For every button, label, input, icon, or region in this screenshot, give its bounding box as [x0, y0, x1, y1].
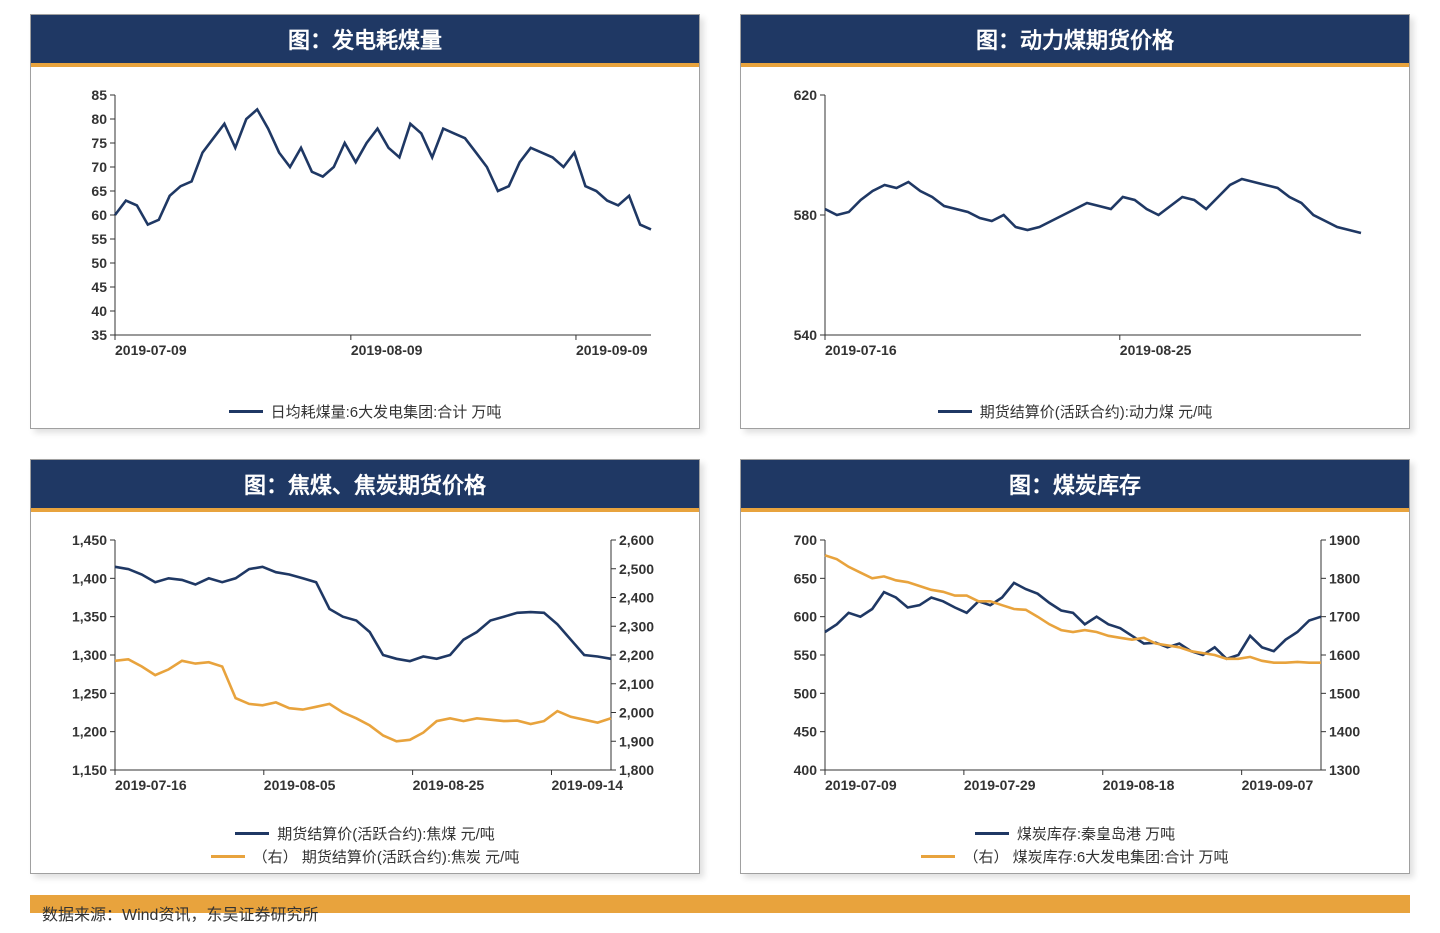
panel-tl-title: 图：发电耗煤量 — [31, 15, 699, 67]
svg-text:45: 45 — [91, 279, 107, 295]
legend-tr: 期货结算价(活跃合约):动力煤 元/吨 — [741, 399, 1409, 428]
chart-bl-wrap: 1,150 1,200 1,250 1,300 1,350 1,400 1,450 1,800… — [31, 512, 699, 821]
svg-text:540: 540 — [794, 327, 818, 343]
svg-text:70: 70 — [91, 159, 107, 175]
svg-text:2,300: 2,300 — [619, 618, 654, 634]
svg-text:2019-07-09: 2019-07-09 — [115, 342, 187, 358]
svg-text:2019-08-09: 2019-08-09 — [351, 342, 423, 358]
panel-br: 图：煤炭库存 400 450 500 550 600 650 700 1300 1400 1500… — [740, 459, 1410, 874]
panel-tr-title: 图：动力煤期货价格 — [741, 15, 1409, 67]
svg-text:80: 80 — [91, 111, 107, 127]
svg-text:40: 40 — [91, 303, 107, 319]
svg-text:580: 580 — [794, 207, 818, 223]
svg-text:650: 650 — [794, 570, 818, 586]
svg-text:700: 700 — [794, 532, 818, 548]
svg-text:65: 65 — [91, 183, 107, 199]
svg-text:2019-07-16: 2019-07-16 — [825, 342, 897, 358]
legend-item: （右） 期货结算价(活跃合约):焦炭 元/吨 — [31, 846, 699, 867]
chart-bl: 1,150 1,200 1,250 1,300 1,350 1,400 1,450 1,800… — [51, 530, 671, 800]
chart-grid: 图：发电耗煤量 35 40 45 50 55 60 65 70 75 80 85 2019-07-09… — [30, 14, 1410, 874]
svg-text:400: 400 — [794, 762, 818, 778]
legend-label: 期货结算价(活跃合约):动力煤 元/吨 — [980, 401, 1213, 422]
legend-tl: 日均耗煤量:6大发电集团:合计 万吨 — [31, 399, 699, 428]
svg-text:1,200: 1,200 — [72, 724, 107, 740]
legend-item: （右） 煤炭库存:6大发电集团:合计 万吨 — [741, 846, 1409, 867]
chart-br-wrap: 400 450 500 550 600 650 700 1300 1400 1500 1600 170… — [741, 512, 1409, 821]
panel-bl: 图：焦煤、焦炭期货价格 1,150 1,200 1,250 1,300 1,350 1,4… — [30, 459, 700, 874]
svg-text:1,300: 1,300 — [72, 647, 107, 663]
svg-text:2019-08-25: 2019-08-25 — [1120, 342, 1192, 358]
svg-text:2,600: 2,600 — [619, 532, 654, 548]
legend-swatch — [235, 832, 269, 835]
svg-text:2019-08-18: 2019-08-18 — [1103, 777, 1175, 793]
svg-text:75: 75 — [91, 135, 107, 151]
svg-text:1,250: 1,250 — [72, 685, 107, 701]
svg-text:1900: 1900 — [1329, 532, 1360, 548]
svg-text:1700: 1700 — [1329, 609, 1360, 625]
chart-tl-wrap: 35 40 45 50 55 60 65 70 75 80 85 2019-07-09 2019-08-… — [31, 67, 699, 399]
svg-text:620: 620 — [794, 87, 818, 103]
svg-text:600: 600 — [794, 609, 818, 625]
legend-swatch — [211, 855, 245, 858]
svg-text:2019-09-07: 2019-09-07 — [1242, 777, 1314, 793]
svg-text:1500: 1500 — [1329, 685, 1360, 701]
chart-tr-wrap: 540 580 620 2019-07-16 2019-08-25 — [741, 67, 1409, 399]
legend-label: 日均耗煤量:6大发电集团:合计 万吨 — [271, 401, 502, 422]
chart-br: 400 450 500 550 600 650 700 1300 1400 1500 1600 170… — [761, 530, 1381, 800]
svg-text:1300: 1300 — [1329, 762, 1360, 778]
panel-tr: 图：动力煤期货价格 5405806202019-07-162019-08-25 … — [740, 14, 1410, 429]
legend-label: 期货结算价(活跃合约):焦煤 元/吨 — [277, 823, 495, 844]
svg-text:2019-09-14: 2019-09-14 — [551, 777, 623, 793]
footer: 数据来源：Wind资讯，东吴证券研究所 — [30, 895, 1410, 925]
svg-text:1,900: 1,900 — [619, 733, 654, 749]
svg-text:2,000: 2,000 — [619, 705, 654, 721]
svg-text:60: 60 — [91, 207, 107, 223]
legend-label: （右） 煤炭库存:6大发电集团:合计 万吨 — [963, 846, 1228, 867]
svg-text:85: 85 — [91, 87, 107, 103]
svg-text:2019-07-29: 2019-07-29 — [964, 777, 1036, 793]
svg-text:550: 550 — [794, 647, 818, 663]
svg-text:500: 500 — [794, 685, 818, 701]
legend-swatch — [229, 410, 263, 413]
legend-label: （右） 期货结算价(活跃合约):焦炭 元/吨 — [253, 846, 520, 867]
svg-text:1,350: 1,350 — [72, 609, 107, 625]
legend-br: 煤炭库存:秦皇岛港 万吨 （右） 煤炭库存:6大发电集团:合计 万吨 — [741, 821, 1409, 873]
legend-bl: 期货结算价(活跃合约):焦煤 元/吨 （右） 期货结算价(活跃合约):焦炭 元/… — [31, 821, 699, 873]
chart-tl: 35 40 45 50 55 60 65 70 75 80 85 2019-07-09 2019-08-… — [51, 85, 671, 365]
svg-text:1800: 1800 — [1329, 570, 1360, 586]
svg-text:50: 50 — [91, 255, 107, 271]
legend-item: 期货结算价(活跃合约):焦煤 元/吨 — [31, 823, 699, 844]
svg-text:2019-08-05: 2019-08-05 — [264, 777, 336, 793]
legend-swatch — [975, 832, 1009, 835]
svg-text:1,450: 1,450 — [72, 532, 107, 548]
svg-text:1,400: 1,400 — [72, 570, 107, 586]
svg-text:2,100: 2,100 — [619, 676, 654, 692]
legend-label: 煤炭库存:秦皇岛港 万吨 — [1017, 823, 1175, 844]
svg-text:2019-07-09: 2019-07-09 — [825, 777, 897, 793]
svg-text:2,200: 2,200 — [619, 647, 654, 663]
svg-text:2019-09-09: 2019-09-09 — [576, 342, 648, 358]
svg-text:55: 55 — [91, 231, 107, 247]
svg-text:2019-07-16: 2019-07-16 — [115, 777, 187, 793]
svg-text:450: 450 — [794, 724, 818, 740]
panel-bl-title: 图：焦煤、焦炭期货价格 — [31, 460, 699, 512]
panel-tl: 图：发电耗煤量 35 40 45 50 55 60 65 70 75 80 85 2019-07-09… — [30, 14, 700, 429]
footer-source: 数据来源：Wind资讯，东吴证券研究所 — [30, 895, 318, 925]
svg-text:1,800: 1,800 — [619, 762, 654, 778]
svg-text:1600: 1600 — [1329, 647, 1360, 663]
legend-item: 煤炭库存:秦皇岛港 万吨 — [741, 823, 1409, 844]
svg-text:2019-08-25: 2019-08-25 — [413, 777, 485, 793]
legend-swatch — [938, 410, 972, 413]
svg-text:1,150: 1,150 — [72, 762, 107, 778]
svg-text:2,400: 2,400 — [619, 590, 654, 606]
panel-br-title: 图：煤炭库存 — [741, 460, 1409, 512]
legend-item: 日均耗煤量:6大发电集团:合计 万吨 — [31, 401, 699, 422]
svg-text:2,500: 2,500 — [619, 561, 654, 577]
legend-item: 期货结算价(活跃合约):动力煤 元/吨 — [741, 401, 1409, 422]
svg-text:35: 35 — [91, 327, 107, 343]
svg-text:1400: 1400 — [1329, 724, 1360, 740]
legend-swatch — [921, 855, 955, 858]
chart-tr: 540 580 620 2019-07-16 2019-08-25 — [761, 85, 1381, 365]
